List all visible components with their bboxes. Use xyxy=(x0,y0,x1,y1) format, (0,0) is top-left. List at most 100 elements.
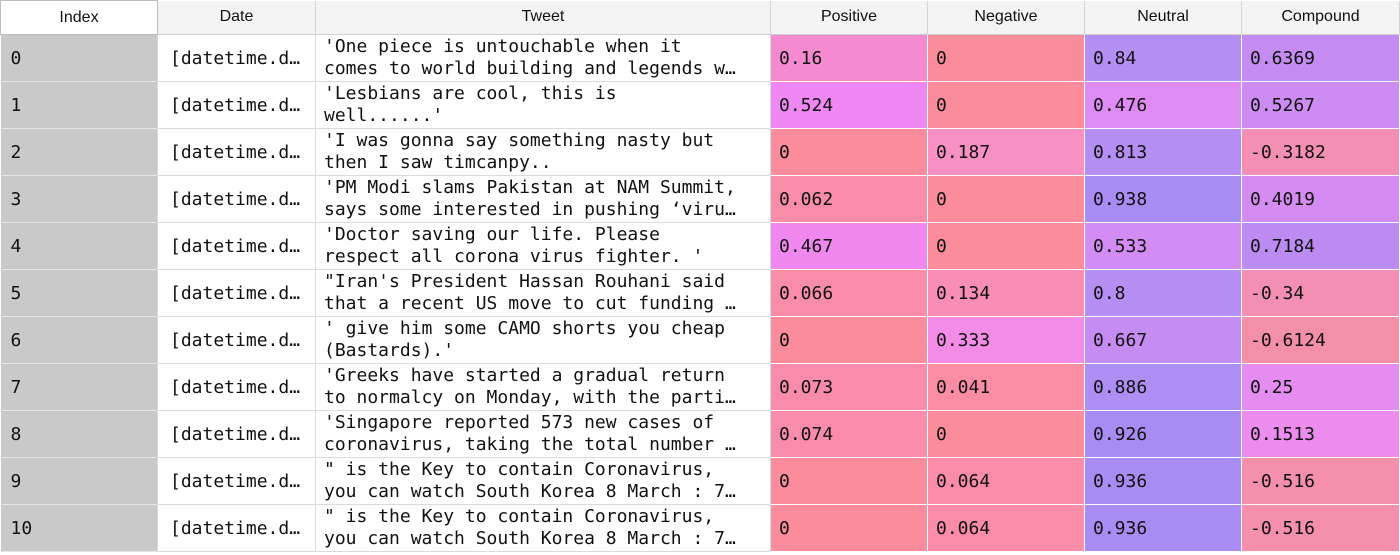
row-index-cell[interactable]: 6 xyxy=(0,316,158,364)
tweet-cell[interactable]: 'Greeks have started a gradual return to … xyxy=(315,363,771,411)
negative-cell[interactable]: 0 xyxy=(927,34,1085,82)
row-index-cell[interactable]: 8 xyxy=(0,410,158,458)
negative-cell[interactable]: 0 xyxy=(927,81,1085,129)
table-row[interactable]: 10 [datetime.d… " is the Key to contain … xyxy=(0,504,1400,552)
positive-cell[interactable]: 0 xyxy=(770,128,928,176)
compound-cell[interactable]: 0.4019 xyxy=(1241,175,1400,223)
neutral-cell[interactable]: 0.938 xyxy=(1084,175,1242,223)
tweet-cell[interactable]: 'Lesbians are cool, this is well......' xyxy=(315,81,771,129)
tweet-cell[interactable]: 'PM Modi slams Pakistan at NAM Summit, sa… xyxy=(315,175,771,223)
tweet-line: respect all corona virus fighter. ' xyxy=(324,246,704,267)
column-header-positive[interactable]: Positive xyxy=(770,0,928,35)
neutral-cell[interactable]: 0.926 xyxy=(1084,410,1242,458)
column-header-tweet[interactable]: Tweet xyxy=(315,0,771,35)
positive-cell[interactable]: 0.16 xyxy=(770,34,928,82)
date-cell[interactable]: [datetime.d… xyxy=(157,222,316,270)
date-cell[interactable]: [datetime.d… xyxy=(157,457,316,505)
tweet-line: you can watch South Korea 8 March : 7… xyxy=(324,481,736,502)
tweet-line: 'One piece is untouchable when it xyxy=(324,36,682,57)
table-row[interactable]: 0 [datetime.d… 'One piece is untouchable… xyxy=(0,34,1400,82)
negative-cell[interactable]: 0.333 xyxy=(927,316,1085,364)
negative-cell[interactable]: 0 xyxy=(927,222,1085,270)
neutral-cell[interactable]: 0.84 xyxy=(1084,34,1242,82)
row-index-cell[interactable]: 9 xyxy=(0,457,158,505)
row-index-cell[interactable]: 10 xyxy=(0,504,158,552)
tweet-line: 'PM Modi slams Pakistan at NAM Summit, xyxy=(324,177,736,198)
date-cell[interactable]: [datetime.d… xyxy=(157,175,316,223)
table-row[interactable]: 6 [datetime.d… ' give him some CAMO shor… xyxy=(0,316,1400,364)
compound-cell[interactable]: -0.516 xyxy=(1241,457,1400,505)
date-cell[interactable]: [datetime.d… xyxy=(157,34,316,82)
date-cell[interactable]: [datetime.d… xyxy=(157,504,316,552)
neutral-cell[interactable]: 0.813 xyxy=(1084,128,1242,176)
column-header-neutral[interactable]: Neutral xyxy=(1084,0,1242,35)
tweet-cell[interactable]: 'I was gonna say something nasty but then… xyxy=(315,128,771,176)
tweet-cell[interactable]: " is the Key to contain Coronavirus, you … xyxy=(315,504,771,552)
tweet-cell[interactable]: "Iran's President Hassan Rouhani said tha… xyxy=(315,269,771,317)
row-index-cell[interactable]: 2 xyxy=(0,128,158,176)
compound-cell[interactable]: 0.25 xyxy=(1241,363,1400,411)
negative-cell[interactable]: 0 xyxy=(927,410,1085,458)
positive-cell[interactable]: 0 xyxy=(770,457,928,505)
column-header-date[interactable]: Date xyxy=(157,0,316,35)
neutral-cell[interactable]: 0.476 xyxy=(1084,81,1242,129)
compound-cell[interactable]: -0.34 xyxy=(1241,269,1400,317)
compound-cell[interactable]: -0.6124 xyxy=(1241,316,1400,364)
compound-cell[interactable]: -0.516 xyxy=(1241,504,1400,552)
positive-cell[interactable]: 0 xyxy=(770,316,928,364)
row-index-cell[interactable]: 4 xyxy=(0,222,158,270)
positive-cell[interactable]: 0.074 xyxy=(770,410,928,458)
column-header-negative[interactable]: Negative xyxy=(927,0,1085,35)
date-cell[interactable]: [datetime.d… xyxy=(157,316,316,364)
negative-cell[interactable]: 0.134 xyxy=(927,269,1085,317)
compound-cell[interactable]: 0.1513 xyxy=(1241,410,1400,458)
positive-cell[interactable]: 0.467 xyxy=(770,222,928,270)
neutral-cell[interactable]: 0.533 xyxy=(1084,222,1242,270)
table-row[interactable]: 8 [datetime.d… 'Singapore reported 573 n… xyxy=(0,410,1400,458)
table-row[interactable]: 7 [datetime.d… 'Greeks have started a gr… xyxy=(0,363,1400,411)
neutral-cell[interactable]: 0.8 xyxy=(1084,269,1242,317)
neutral-cell[interactable]: 0.886 xyxy=(1084,363,1242,411)
negative-cell[interactable]: 0.187 xyxy=(927,128,1085,176)
compound-cell[interactable]: 0.7184 xyxy=(1241,222,1400,270)
compound-cell[interactable]: 0.6369 xyxy=(1241,34,1400,82)
table-row[interactable]: 2 [datetime.d… 'I was gonna say somethin… xyxy=(0,128,1400,176)
tweet-cell[interactable]: 'Singapore reported 573 new cases of coro… xyxy=(315,410,771,458)
table-row[interactable]: 4 [datetime.d… 'Doctor saving our life. … xyxy=(0,222,1400,270)
neutral-cell[interactable]: 0.936 xyxy=(1084,504,1242,552)
table-row[interactable]: 9 [datetime.d… " is the Key to contain C… xyxy=(0,457,1400,505)
neutral-cell[interactable]: 0.667 xyxy=(1084,316,1242,364)
date-cell[interactable]: [datetime.d… xyxy=(157,410,316,458)
negative-cell[interactable]: 0.064 xyxy=(927,457,1085,505)
row-index-cell[interactable]: 7 xyxy=(0,363,158,411)
negative-cell[interactable]: 0.041 xyxy=(927,363,1085,411)
date-cell[interactable]: [datetime.d… xyxy=(157,128,316,176)
tweet-cell[interactable]: " is the Key to contain Coronavirus, you … xyxy=(315,457,771,505)
positive-cell[interactable]: 0.062 xyxy=(770,175,928,223)
positive-cell[interactable]: 0.073 xyxy=(770,363,928,411)
compound-cell[interactable]: -0.3182 xyxy=(1241,128,1400,176)
date-cell[interactable]: [datetime.d… xyxy=(157,81,316,129)
date-cell[interactable]: [datetime.d… xyxy=(157,269,316,317)
compound-cell[interactable]: 0.5267 xyxy=(1241,81,1400,129)
date-cell[interactable]: [datetime.d… xyxy=(157,363,316,411)
table-row[interactable]: 1 [datetime.d… 'Lesbians are cool, this … xyxy=(0,81,1400,129)
tweet-cell[interactable]: 'Doctor saving our life. Please respect a… xyxy=(315,222,771,270)
tweet-cell[interactable]: 'One piece is untouchable when it comes t… xyxy=(315,34,771,82)
negative-cell[interactable]: 0.064 xyxy=(927,504,1085,552)
tweet-cell[interactable]: ' give him some CAMO shorts you cheap (Ba… xyxy=(315,316,771,364)
row-index-cell[interactable]: 0 xyxy=(0,34,158,82)
positive-cell[interactable]: 0 xyxy=(770,504,928,552)
table-row[interactable]: 3 [datetime.d… 'PM Modi slams Pakistan a… xyxy=(0,175,1400,223)
column-header-compound[interactable]: Compound xyxy=(1241,0,1400,35)
negative-cell[interactable]: 0 xyxy=(927,175,1085,223)
positive-cell[interactable]: 0.066 xyxy=(770,269,928,317)
row-index-cell[interactable]: 5 xyxy=(0,269,158,317)
positive-cell[interactable]: 0.524 xyxy=(770,81,928,129)
table-row[interactable]: 5 [datetime.d… "Iran's President Hassan … xyxy=(0,269,1400,317)
row-index-cell[interactable]: 3 xyxy=(0,175,158,223)
neutral-cell[interactable]: 0.936 xyxy=(1084,457,1242,505)
row-index-cell[interactable]: 1 xyxy=(0,81,158,129)
column-header-index[interactable]: Index xyxy=(0,0,158,35)
